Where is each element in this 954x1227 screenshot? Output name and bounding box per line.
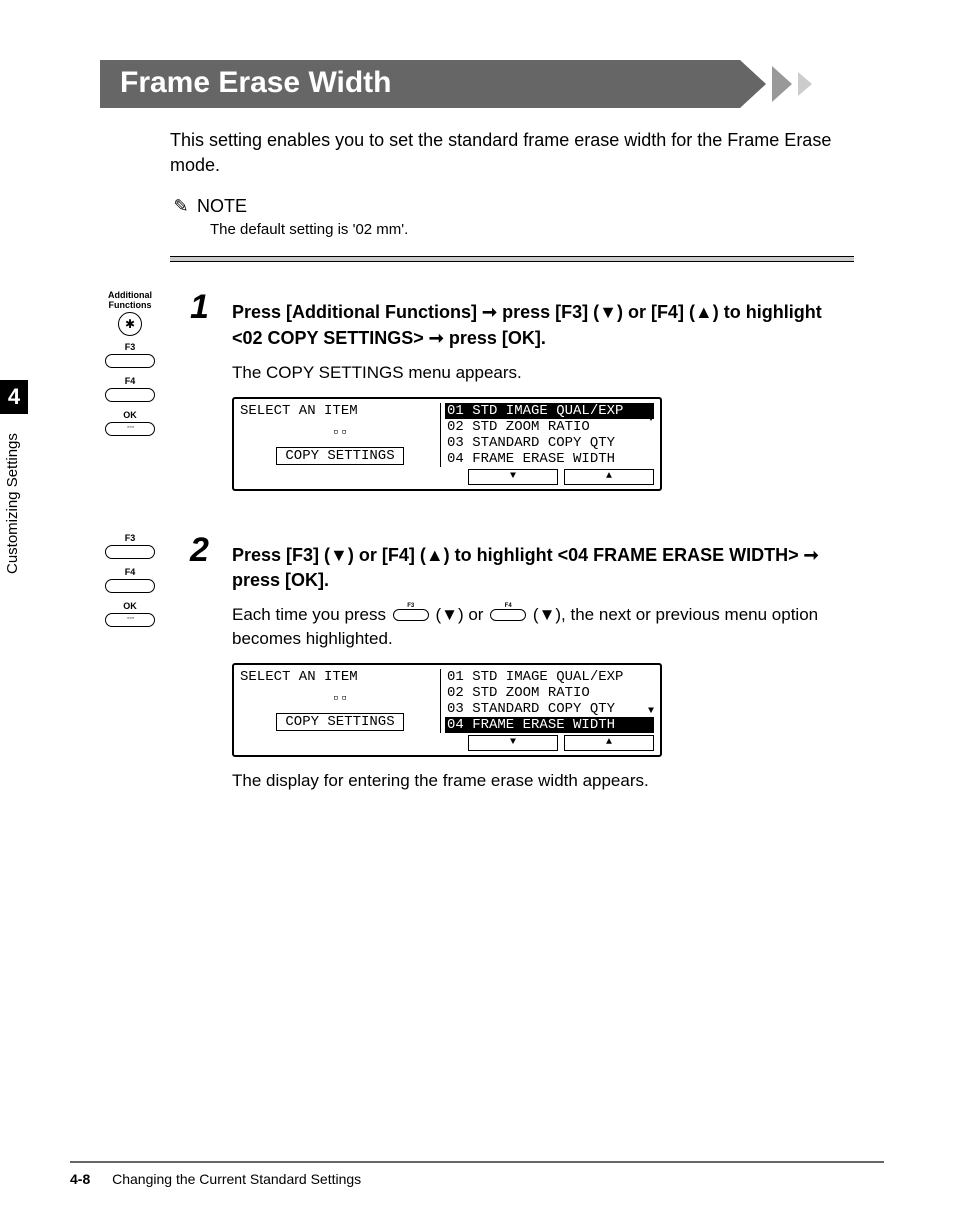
step-2: F3 F4 OK 2 Press [F3] (▼) or [F4] (▲) to… [90,533,884,805]
lcd-menu-1: 01 STD IMAGE QUAL/EXP 02 STD ZOOM RATIO … [440,403,654,467]
additional-functions-icon: ✱ [118,312,142,336]
note-body: The default setting is '02 mm'. [210,221,884,238]
lcd-up-button: ▲ [564,469,654,485]
key-label-f4: F4 [90,376,170,386]
page-number: 4-8 [70,1171,90,1187]
lcd-menu-2: 01 STD IMAGE QUAL/EXP 02 STD ZOOM RATIO … [440,669,654,733]
note-icon: ✎ [170,196,192,217]
lcd-item: 03 STANDARD COPY QTY [445,435,654,451]
lcd-down-button: ▼ [468,735,558,751]
ok-key-icon [105,422,155,436]
page-footer: 4-8 Changing the Current Standard Settin… [70,1161,884,1187]
footer-title: Changing the Current Standard Settings [112,1171,361,1187]
lcd-left-box: COPY SETTINGS [276,713,403,731]
scroll-down-icon: ▼ [648,707,654,717]
lcd-left-icon: ▫▫ [240,425,440,441]
step-number: 2 [190,533,220,567]
scroll-up-icon: ▲ [648,717,654,727]
intro-paragraph: This setting enables you to set the stan… [170,128,854,178]
lcd-item: 01 STD IMAGE QUAL/EXP [445,403,654,419]
banner-decoration [740,60,860,108]
lcd-left-title: SELECT AN ITEM [240,669,440,685]
lcd-display-1: ▲ ▼ SELECT AN ITEM ▫▫ COPY SETTINGS 01 S… [232,397,662,491]
step-1: Additional Functions ✱ F3 F4 OK 1 Press … [90,290,884,502]
f3-key-icon [105,545,155,559]
step-2-title: Press [F3] (▼) or [F4] (▲) to highlight … [232,543,854,593]
note-label: NOTE [197,196,247,216]
key-label-af: Additional Functions [90,290,170,310]
key-label-ok: OK [90,601,170,611]
key-label-f3: F3 [90,533,170,543]
scroll-down-icon: ▼ [648,415,654,425]
lcd-item: 04 FRAME ERASE WIDTH [445,451,654,467]
f3-key-icon [105,354,155,368]
ok-key-icon [105,613,155,627]
inline-f4-icon [490,609,526,621]
lcd-left-title: SELECT AN ITEM [240,403,440,419]
lcd-up-button: ▲ [564,735,654,751]
f4-key-icon [105,388,155,402]
section-title: Frame Erase Width [100,60,740,108]
lcd-left-box: COPY SETTINGS [276,447,403,465]
note-block: ✎ NOTE The default setting is '02 mm'. [170,196,884,238]
step-1-text: The COPY SETTINGS menu appears. [232,361,854,385]
step-2-keys: F3 F4 OK [90,533,170,805]
key-label-f3: F3 [90,342,170,352]
lcd-item: 03 STANDARD COPY QTY [445,701,654,717]
chapter-label: Customizing Settings [0,414,25,584]
step-number: 1 [190,290,220,324]
step-2-after-text: The display for entering the frame erase… [232,769,854,793]
section-banner: Frame Erase Width [100,60,884,108]
inline-f3-icon [393,609,429,621]
chapter-number: 4 [0,380,28,414]
step-1-title: Press [Additional Functions] ➞ press [F3… [232,300,854,350]
chapter-tab: 4 Customizing Settings [0,380,28,584]
lcd-item: 04 FRAME ERASE WIDTH [445,717,654,733]
step-2-text: Each time you press (▼) or (▼), the next… [232,603,854,651]
divider [170,256,854,262]
key-label-ok: OK [90,410,170,420]
step-1-keys: Additional Functions ✱ F3 F4 OK [90,290,170,502]
f4-key-icon [105,579,155,593]
lcd-item: 01 STD IMAGE QUAL/EXP [445,669,654,685]
lcd-down-button: ▼ [468,469,558,485]
lcd-display-2: ▲ ▼ SELECT AN ITEM ▫▫ COPY SETTINGS 01 S… [232,663,662,757]
lcd-left-icon: ▫▫ [240,691,440,707]
key-label-f4: F4 [90,567,170,577]
lcd-item: 02 STD ZOOM RATIO [445,685,654,701]
lcd-item: 02 STD ZOOM RATIO [445,419,654,435]
